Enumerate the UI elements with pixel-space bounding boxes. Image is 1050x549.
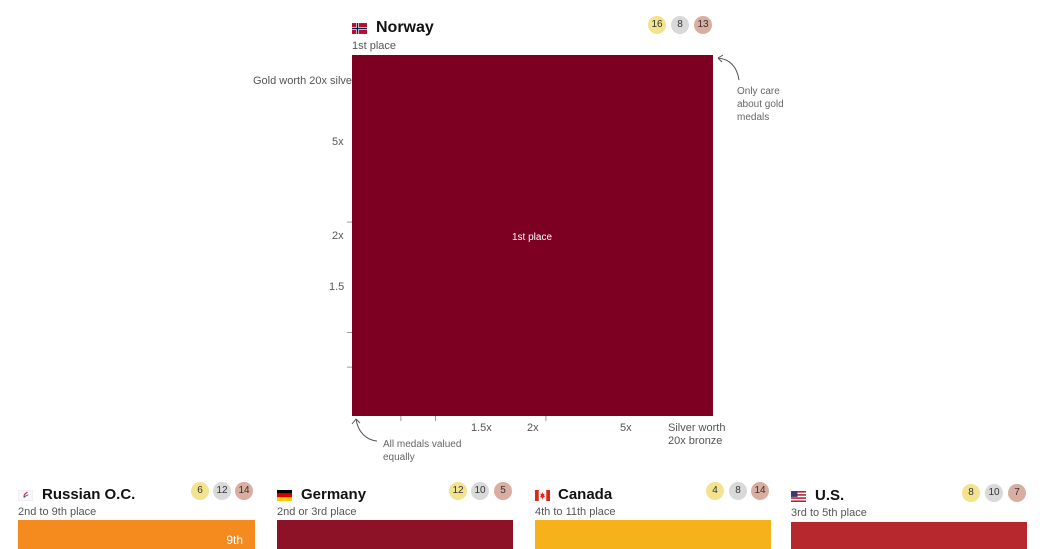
country-name: U.S. (815, 487, 845, 504)
us-flag-icon (791, 491, 806, 502)
y-tick-label: 5x (332, 136, 344, 148)
cell-label: 1st place (512, 232, 552, 243)
silver-medal-count: 10 (471, 482, 489, 500)
country-chart-block: 9th (18, 520, 255, 549)
country-chart-block (791, 522, 1027, 549)
bronze-medal-count: 14 (235, 482, 253, 500)
canada-flag-icon (535, 490, 550, 501)
place-text: 3rd to 5th place (791, 507, 867, 519)
x-tick-label: 1.5x (471, 422, 492, 434)
gold-medal-count: 6 (191, 482, 209, 500)
gold-medal-count: 12 (449, 482, 467, 500)
x-tick-label: 2x (527, 422, 539, 434)
arrow-icon (717, 54, 740, 81)
country-name: Germany (301, 486, 367, 503)
x-axis-end-label: Silver worth 20x bronze (668, 422, 726, 447)
norway-flag-icon (352, 23, 367, 34)
germany-flag-icon (277, 490, 292, 501)
arrow-icon (351, 418, 378, 442)
y-tick-label: 2x (332, 230, 344, 242)
olympic-flag-icon (18, 490, 33, 501)
bronze-medal-count: 14 (751, 482, 769, 500)
country-name: Canada (558, 486, 613, 503)
annotation-top-right: Only care about gold medals (737, 86, 784, 123)
place-text: 2nd or 3rd place (277, 506, 357, 518)
y-tick-label: 1.5 (329, 281, 345, 293)
rank-label: 9th (226, 533, 243, 547)
chart-area: 1st place (347, 55, 713, 421)
silver-medal-count: 10 (985, 484, 1003, 502)
country-name: Russian O.C. (42, 486, 136, 503)
silver-medal-count: 12 (213, 482, 231, 500)
gold-medal-count: 16 (648, 16, 666, 34)
bronze-medal-count: 13 (694, 16, 712, 34)
silver-medal-count: 8 (729, 482, 747, 500)
gold-medal-count: 8 (962, 484, 980, 502)
annotation-bottom-left: All medals valued equally (383, 439, 462, 463)
silver-medal-count: 8 (671, 16, 689, 34)
first-place-cell (352, 55, 713, 416)
gold-medal-count: 4 (706, 482, 724, 500)
place-subtitle: 1st place (352, 40, 397, 52)
x-tick-label: 5x (620, 422, 632, 434)
bronze-medal-count: 5 (494, 482, 512, 500)
bronze-medal-count: 7 (1008, 484, 1026, 502)
place-text: 4th to 11th place (535, 506, 616, 518)
country-title: Norway (376, 19, 434, 36)
country-chart-block (535, 520, 771, 549)
place-text: 2nd to 9th place (18, 506, 97, 518)
y-axis-top-label: Gold worth 20x silver (253, 75, 356, 87)
country-chart-block (277, 520, 513, 549)
